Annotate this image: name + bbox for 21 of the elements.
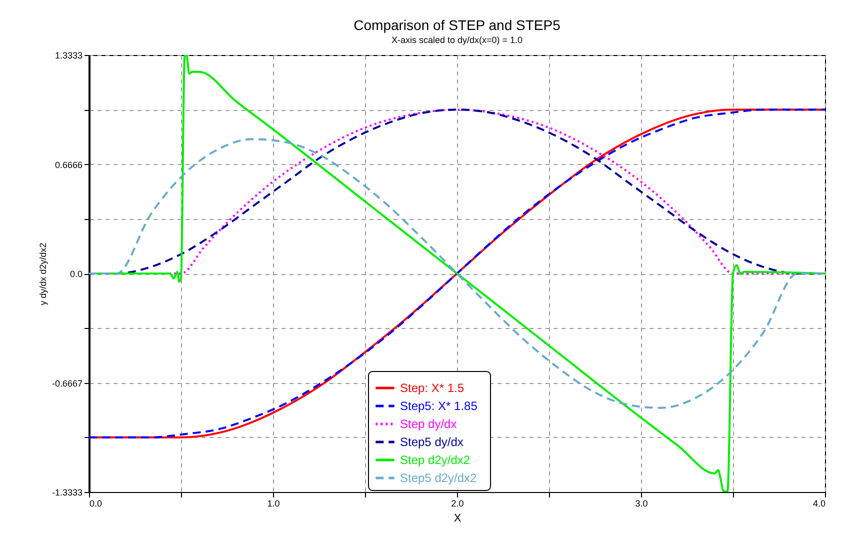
y-tick-label: 1.3333 [54,50,82,60]
legend-label: Step5: X* 1.85 [400,399,478,413]
chart-title: Comparison of STEP and STEP5 [354,17,561,33]
x-tick-label: 0.0 [90,498,102,508]
y-tick-label: -0.6667 [52,378,82,388]
legend-label: Step d2y/dx2 [400,453,470,467]
y-tick-label: -1.3333 [52,488,82,498]
y-tick-label: 0.6666 [54,160,82,170]
legend-label: Step dy/dx [400,417,457,431]
legend-label: Step5 d2y/dx2 [400,471,478,485]
x-tick-label: 4.0 [812,498,826,508]
x-tick-label: 1.0 [267,498,280,508]
y-axis-title: y dy/dx d2y/dx2 [38,242,48,306]
x-tick-label: 3.0 [635,498,648,508]
legend-label: Step: X* 1.5 [400,381,464,395]
legend-label: Step5 dy/dx [400,435,464,449]
line-series [89,108,825,438]
chart-subtitle: X-axis scaled to dy/dx(x=0) = 1.0 [391,35,523,45]
x-axis-title: X [454,512,462,524]
x-tick-label: 2.0 [451,498,464,508]
y-tick-label: 0.0 [70,269,82,279]
